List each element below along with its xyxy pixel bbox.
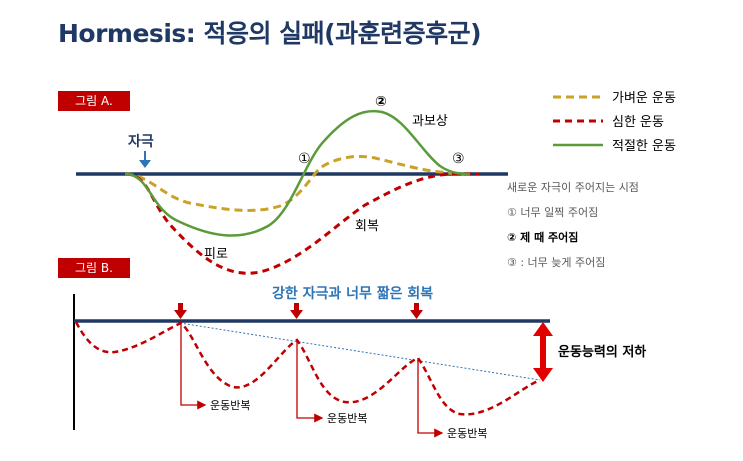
decline-trend-line: [179, 322, 541, 381]
decline-label: 운동능력의 저하: [558, 344, 646, 360]
figure-a-tag: 그림 A.: [58, 91, 130, 111]
legend-adequate: 적절한 운동: [612, 139, 676, 154]
note-1: ① 너무 일찍 주어짐: [507, 205, 598, 219]
performance-curve: [74, 321, 541, 416]
figure-b-header: 강한 자극과 너무 짧은 회복: [272, 285, 433, 302]
note-2: ② 제 때 주어짐: [507, 230, 578, 244]
adequate-exercise-curve: [124, 109, 471, 237]
figure-b-tag: 그림 B.: [58, 258, 130, 278]
overtraining-label: 과보상: [412, 114, 448, 129]
recovery-label: 회복: [355, 219, 379, 234]
repeat-label-1: 운동반복: [210, 399, 250, 412]
legend-heavy: 심한 운동: [612, 115, 664, 130]
stimulus-label: 자극: [128, 134, 154, 150]
legend-light: 가벼운 운동: [612, 91, 676, 106]
notes-heading: 새로운 자극이 주어지는 시점: [507, 181, 639, 194]
light-exercise-curve: [124, 154, 471, 212]
legend: 가벼운 운동 심한 운동 적절한 운동: [553, 91, 676, 154]
point-3-label: ③: [452, 151, 465, 167]
point-1-label: ①: [298, 151, 311, 167]
decline-double-arrow: [533, 322, 553, 382]
heavy-exercise-curve: [124, 172, 481, 275]
fatigue-label: 피로: [204, 247, 228, 262]
note-3: ③ : 너무 늦게 주어짐: [507, 256, 605, 269]
page-title: Hormesis: 적응의 실패(과훈련증후군): [58, 19, 482, 48]
point-2-label: ②: [375, 94, 387, 110]
repeat-label-3: 운동반복: [447, 427, 487, 440]
stimulus-arrows: [174, 303, 423, 319]
repeat-connectors: [180, 323, 444, 438]
repeat-label-2: 운동반복: [327, 412, 367, 425]
